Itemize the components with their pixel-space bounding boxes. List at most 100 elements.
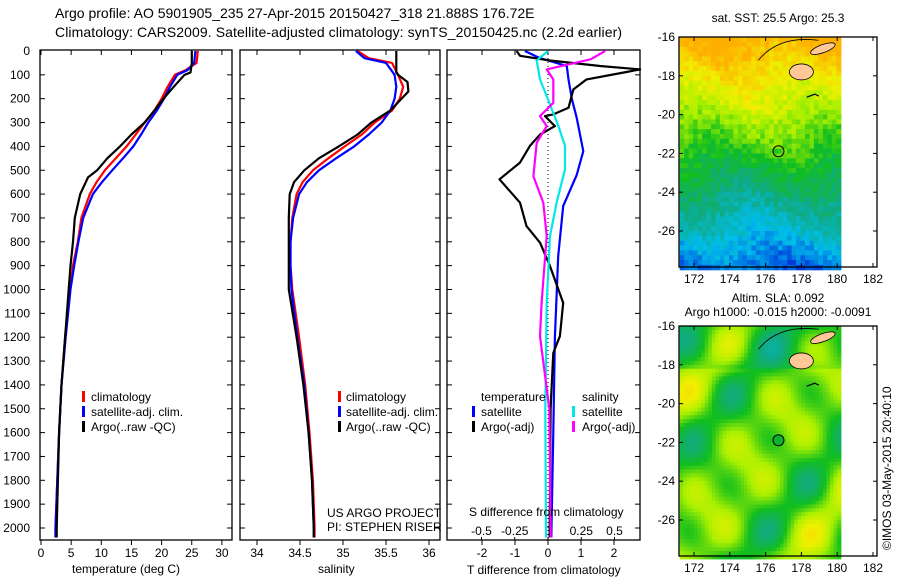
plot-frame xyxy=(39,49,233,541)
lat-tick-label: -22 xyxy=(658,146,676,160)
depth-tick-label: 200 xyxy=(10,92,30,106)
plot-frame xyxy=(239,49,441,541)
legend-s-argo: Argo(-adj) xyxy=(582,420,635,434)
map-frame xyxy=(678,36,878,268)
argo-float-marker xyxy=(772,434,785,447)
salinity-panel: 34 34.5 35 35.5 36 xyxy=(239,49,441,560)
legend-marker-t-satellite xyxy=(472,406,475,417)
lat-tick-label: -20 xyxy=(658,108,676,122)
sla-map: 172 174 176 178 180 182 -16 -18 -20 -22 -24 -26 xyxy=(658,319,884,575)
x-tick-label: 15 xyxy=(125,546,139,560)
difference-legend: temperature satellite Argo(-adj) salinit… xyxy=(472,390,635,434)
lat-tick-label: -16 xyxy=(658,30,676,44)
lat-tick-label: -22 xyxy=(658,435,676,449)
x-tick-label: 0 xyxy=(38,546,45,560)
sst-map: 172 174 176 178 180 182 -16 -18 -20 -22 -24 -26 xyxy=(658,30,884,286)
depth-tick-label: 1800 xyxy=(3,473,30,487)
series-line-salinity-argo-adj xyxy=(532,50,606,538)
legend-climatology: climatology xyxy=(91,390,151,404)
legend-satellite: satellite-adj. clim. xyxy=(346,405,438,419)
project-name: US ARGO PROJECT xyxy=(327,506,442,520)
lat-tick-label: -18 xyxy=(658,69,676,83)
legend-satellite: satellite-adj. clim. xyxy=(91,405,183,419)
temperature-panel: 0 5 10 15 20 25 30 xyxy=(38,49,233,560)
depth-tick-label: 1300 xyxy=(3,354,30,368)
legend-marker-climatology xyxy=(82,391,85,402)
argo-float-marker xyxy=(772,145,785,158)
fiji-islands xyxy=(758,328,836,387)
depth-tick-label: 700 xyxy=(10,211,30,225)
depth-tick-label: 100 xyxy=(10,68,30,82)
project-pi: PI: STEPHEN RISER xyxy=(327,520,442,534)
map-field xyxy=(679,326,842,560)
legend-marker-t-argo xyxy=(472,421,475,432)
temperature-axis-label: temperature (deg C) xyxy=(72,562,180,576)
lat-tick-label: -24 xyxy=(658,474,676,488)
sla-map-subtitle: Argo h1000: -0.015 h2000: -0.0091 xyxy=(685,305,872,319)
sst-map-title: sat. SST: 25.5 Argo: 25.3 xyxy=(712,11,845,25)
lon-tick-label: 180 xyxy=(827,272,847,286)
series-line-argo-raw-qc xyxy=(55,51,193,538)
legend-marker-climatology xyxy=(338,391,341,402)
lon-tick-label: 172 xyxy=(684,272,704,286)
s-tick-label: 0.25 xyxy=(570,524,594,538)
difference-panel: -2 -1 0 1 2 -0.5 -0.25 0 0.25 0.5 xyxy=(446,49,642,560)
legend-marker-satellite xyxy=(82,406,85,417)
legend-marker-satellite xyxy=(338,406,341,417)
x-tick-label: 25 xyxy=(185,546,199,560)
series-line-salinity-satellite xyxy=(535,50,567,538)
depth-tick-label: 1900 xyxy=(3,497,30,511)
depth-axis: 0 100 200 300 400 500 600 700 800 900 1000 1100 1200… xyxy=(3,44,30,535)
lon-tick-label: 172 xyxy=(684,561,704,575)
depth-tick-label: 1000 xyxy=(3,283,30,297)
lon-tick-label: 174 xyxy=(720,272,740,286)
s-tick-label: -0.25 xyxy=(501,524,529,538)
series-line-satellite-adj-clim xyxy=(54,50,197,538)
lon-tick-label: 174 xyxy=(720,561,740,575)
depth-tick-label: 600 xyxy=(10,187,30,201)
s-difference-axis-label: S difference from climatology xyxy=(469,505,624,519)
lon-tick-label: 178 xyxy=(791,561,811,575)
legend-marker-s-satellite xyxy=(572,406,575,417)
lon-tick-label: 178 xyxy=(791,272,811,286)
legend-argo: Argo(..raw -QC) xyxy=(91,420,176,434)
s-tick-label: 0.5 xyxy=(606,524,623,538)
series-line-temperature-argo-adj xyxy=(498,50,642,538)
lon-tick-label: 176 xyxy=(756,272,776,286)
legend-t-argo: Argo(-adj) xyxy=(481,420,534,434)
s-tick-label: 0 xyxy=(545,524,552,538)
sla-map-title: Altim. SLA: 0.092 xyxy=(732,291,825,305)
legend-argo: Argo(..raw -QC) xyxy=(346,420,431,434)
x-tick-label: 5 xyxy=(68,546,75,560)
x-tick-label: 10 xyxy=(95,546,109,560)
x-tick-label: -1 xyxy=(510,546,521,560)
x-tick-label: 1 xyxy=(578,546,585,560)
copyright-timestamp: ©IMOS 03-May-2015 20:40:10 xyxy=(880,386,894,550)
x-tick-label: 20 xyxy=(155,546,169,560)
x-tick-label: 30 xyxy=(215,546,229,560)
map-field xyxy=(679,37,842,271)
x-tick-label: 36 xyxy=(422,546,436,560)
lon-tick-label: 180 xyxy=(827,561,847,575)
depth-tick-label: 500 xyxy=(10,163,30,177)
legend-temperature-heading: temperature xyxy=(481,390,546,404)
salinity-legend: climatology satellite-adj. clim. Argo(..… xyxy=(338,390,438,434)
s-tick-label: -0.5 xyxy=(471,524,492,538)
map-frame xyxy=(678,325,878,557)
title-line-1: Argo profile: AO 5901905_235 27-Apr-2015… xyxy=(55,5,535,21)
x-tick-label: 35 xyxy=(336,546,350,560)
lat-tick-label: -26 xyxy=(658,513,676,527)
salinity-axis-label: salinity xyxy=(318,562,355,576)
legend-t-satellite: satellite xyxy=(481,405,522,419)
lat-tick-label: -26 xyxy=(658,224,676,238)
x-tick-label: 2 xyxy=(611,546,618,560)
series-line-climatology xyxy=(289,50,405,538)
depth-tick-label: 800 xyxy=(10,235,30,249)
lon-tick-label: 182 xyxy=(863,561,883,575)
lat-tick-label: -24 xyxy=(658,185,676,199)
depth-tick-label: 900 xyxy=(10,259,30,273)
plot-frame xyxy=(446,49,641,541)
fiji-islands xyxy=(758,39,836,98)
lat-tick-label: -20 xyxy=(658,397,676,411)
lon-tick-label: 182 xyxy=(863,272,883,286)
